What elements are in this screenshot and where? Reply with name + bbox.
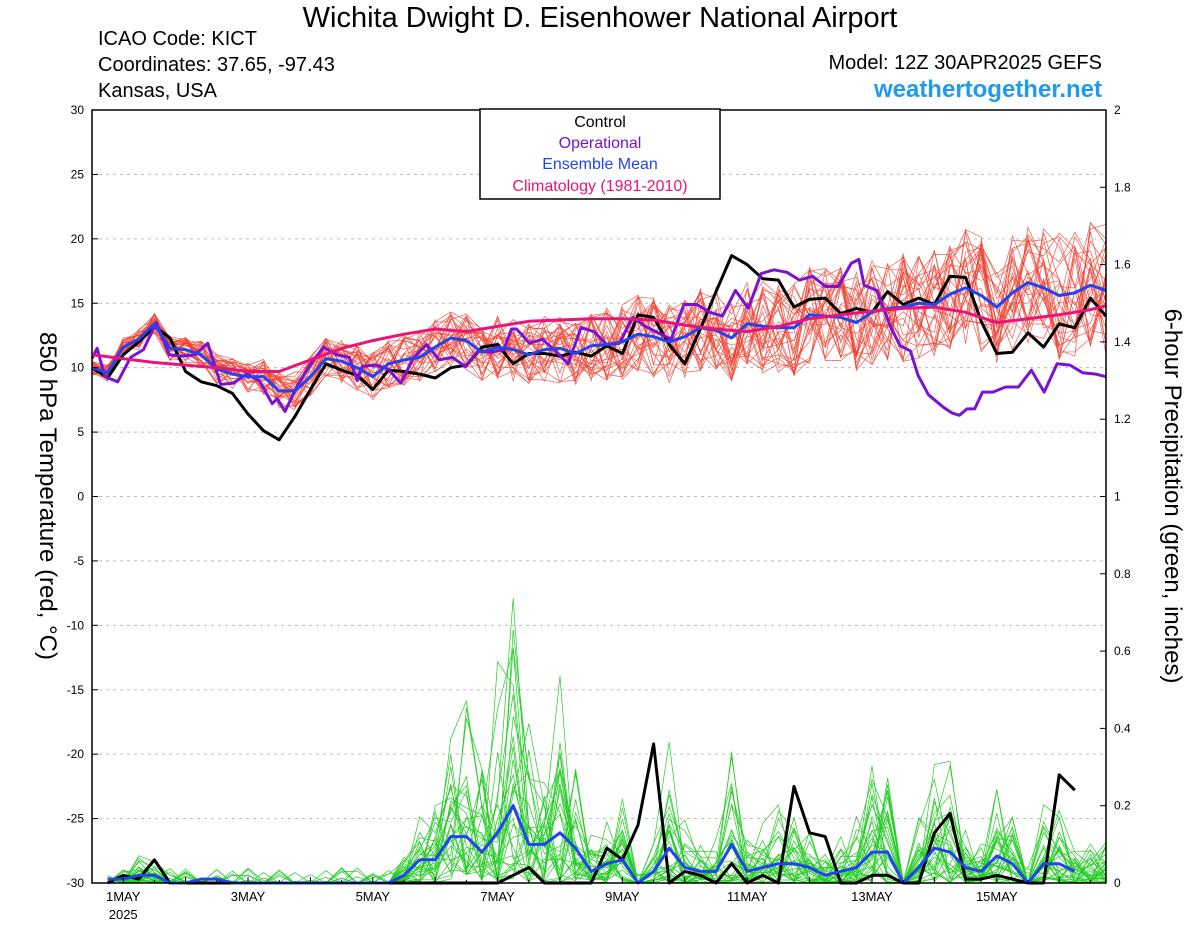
member-precip-line <box>107 694 1107 884</box>
legend-entry-climatology: Climatology (1981-2010) <box>512 178 687 195</box>
legend-entry-operational: Operational <box>559 135 642 152</box>
y-axis-label: 850 hPa Temperature (red, °C) <box>34 332 61 660</box>
y2-tick-label: 1.8 <box>1114 180 1131 194</box>
x-tick-label: 3MAY <box>231 889 266 904</box>
control-temperature-line <box>91 254 1108 442</box>
y-tick-label: 20 <box>71 232 85 246</box>
y-axis-left: 30 25 20 15 10 5 0 -5 -10 -15 -20 -25 -30 <box>67 103 98 890</box>
page-title: Wichita Dwight D. Eisenhower National Ai… <box>302 2 898 34</box>
y2-tick-label: 1.6 <box>1114 258 1131 272</box>
y2-tick-label: 1.4 <box>1114 335 1131 349</box>
legend: Control Operational Ensemble Mean Climat… <box>479 108 721 200</box>
x-tick-label: 13MAY <box>851 889 893 904</box>
member-temp-line <box>91 260 1107 399</box>
y-tick-label: 5 <box>77 425 84 439</box>
y-axis-right: 2 1.8 1.6 1.4 1.2 1 0.8 0.6 0.4 0.2 0 <box>1100 103 1131 890</box>
icao-code: ICAO Code: KICT <box>98 28 257 50</box>
member-precip-line <box>107 675 1107 884</box>
grid-lines <box>92 109 1106 884</box>
y2-axis-label: 6-hour Precipitation (green, inches) <box>1159 309 1186 684</box>
y-tick-label: 10 <box>71 361 85 375</box>
y2-tick-label: 0.2 <box>1114 799 1131 813</box>
climatology-1981-2010-temperature-line <box>91 304 1107 373</box>
x-tick-label: 5MAY <box>356 889 391 904</box>
ensemble-mean-temperature-line <box>91 281 1107 393</box>
legend-entry-ensemble-mean: Ensemble Mean <box>542 156 658 173</box>
y-tick-label: 30 <box>71 103 85 117</box>
coordinates: Coordinates: 37.65, -97.43 <box>98 54 335 76</box>
y-tick-label: 0 <box>77 490 84 504</box>
y-tick-label: -30 <box>67 876 85 890</box>
ensemble-members-temperature <box>91 221 1107 410</box>
y2-tick-label: 0 <box>1114 876 1121 890</box>
member-temp-line <box>91 223 1107 392</box>
x-tick-label: 9MAY <box>605 889 640 904</box>
y-tick-label: 15 <box>71 296 85 310</box>
legend-box <box>479 108 721 200</box>
member-temp-line <box>91 247 1107 404</box>
y-tick-label: -5 <box>73 554 84 568</box>
y2-tick-label: 2 <box>1114 103 1121 117</box>
legend-entry-control: Control <box>574 114 626 131</box>
y2-tick-label: 1.2 <box>1114 412 1131 426</box>
x-tick-label: 1MAY <box>106 889 141 904</box>
site-link[interactable]: weathertogether.net <box>873 76 1102 103</box>
x-tick-label: 11MAY <box>727 889 768 904</box>
member-temp-line <box>91 228 1107 392</box>
y2-tick-label: 0.8 <box>1114 567 1131 581</box>
member-temp-line <box>91 239 1107 407</box>
y-tick-label: -20 <box>67 747 85 761</box>
y-tick-label: -25 <box>67 812 85 826</box>
control-precipitation-line <box>106 742 1076 885</box>
series-lines <box>90 254 1108 885</box>
x-tick-year: 2025 <box>109 907 138 922</box>
y2-tick-label: 1 <box>1114 490 1121 504</box>
y-tick-label: -10 <box>67 618 85 632</box>
y-tick-label: 25 <box>71 167 85 181</box>
region: Kansas, USA <box>98 80 217 102</box>
x-tick-label: 7MAY <box>480 889 515 904</box>
model-run: Model: 12Z 30APR2025 GEFS <box>828 52 1102 74</box>
y2-tick-label: 0.6 <box>1114 644 1131 658</box>
x-tick-label: 15MAY <box>976 889 1018 904</box>
x-axis: 1MAY 2025 3MAY 5MAY 7MAY 9MAY 11MAY 13MAY 15MAY <box>106 877 1091 922</box>
y-tick-label: -15 <box>67 683 85 697</box>
y2-tick-label: 0.4 <box>1114 721 1131 735</box>
